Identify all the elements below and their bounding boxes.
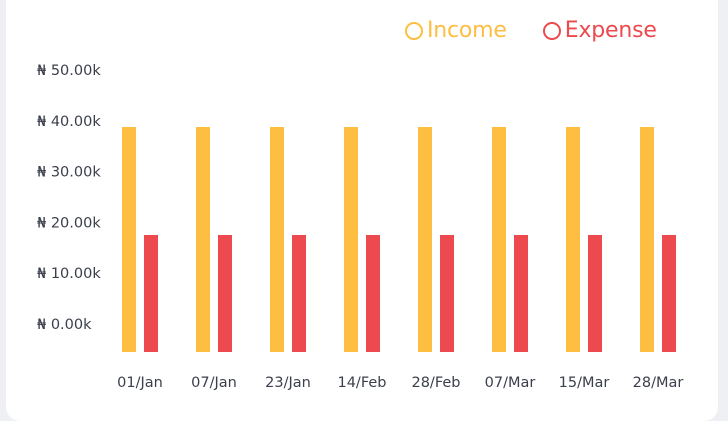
x-tick-label: 14/Feb (337, 375, 386, 391)
income-bar[interactable] (640, 127, 654, 352)
x-axis: 01/Jan 07/Jan 23/Jan 14/Feb 28/Feb 07/Mar 15/M… (117, 375, 683, 391)
x-tick-label: 23/Jan (265, 375, 311, 391)
expense-bar[interactable] (366, 235, 380, 352)
expense-bar[interactable] (218, 235, 232, 352)
x-tick-label: 07/Mar (485, 375, 536, 391)
y-tick-label: ₦ 20.00k (37, 215, 101, 231)
y-axis: ₦ 0.00k ₦ 10.00k ₦ 20.00k ₦ 30.00k ₦ 40.00k ₦… (37, 63, 101, 333)
bars (122, 127, 676, 352)
chart-legend: Income Expense (405, 18, 657, 43)
income-bar[interactable] (418, 127, 432, 352)
x-tick-label: 28/Feb (411, 375, 460, 391)
x-tick-label: 07/Jan (191, 375, 237, 391)
y-tick-label: ₦ 40.00k (37, 114, 101, 130)
income-bar[interactable] (270, 127, 284, 352)
legend-label-income: Income (427, 18, 507, 43)
income-circle-icon (405, 21, 423, 40)
legend-item-expense[interactable]: Expense (542, 18, 657, 43)
income-bar[interactable] (122, 127, 136, 352)
income-bar[interactable] (344, 127, 358, 352)
legend-label-expense: Expense (564, 18, 657, 43)
expense-bar[interactable] (292, 235, 306, 352)
income-bar[interactable] (492, 127, 506, 352)
legend-item-income[interactable]: Income (405, 18, 507, 43)
expense-bar[interactable] (440, 235, 454, 352)
y-tick-label: ₦ 0.00k (37, 317, 92, 333)
income-bar[interactable] (566, 127, 580, 352)
y-tick-label: ₦ 10.00k (37, 266, 101, 282)
y-tick-label: ₦ 50.00k (37, 63, 101, 79)
expense-bar[interactable] (514, 235, 528, 352)
y-tick-label: ₦ 30.00k (37, 165, 101, 181)
income-bar[interactable] (196, 127, 210, 352)
expense-bar[interactable] (144, 235, 158, 352)
expense-circle-icon (542, 21, 561, 40)
expense-bar[interactable] (662, 235, 676, 352)
x-tick-label: 28/Mar (633, 375, 684, 391)
x-tick-label: 15/Mar (559, 375, 610, 391)
expense-bar[interactable] (588, 235, 602, 352)
x-tick-label: 01/Jan (117, 375, 163, 391)
